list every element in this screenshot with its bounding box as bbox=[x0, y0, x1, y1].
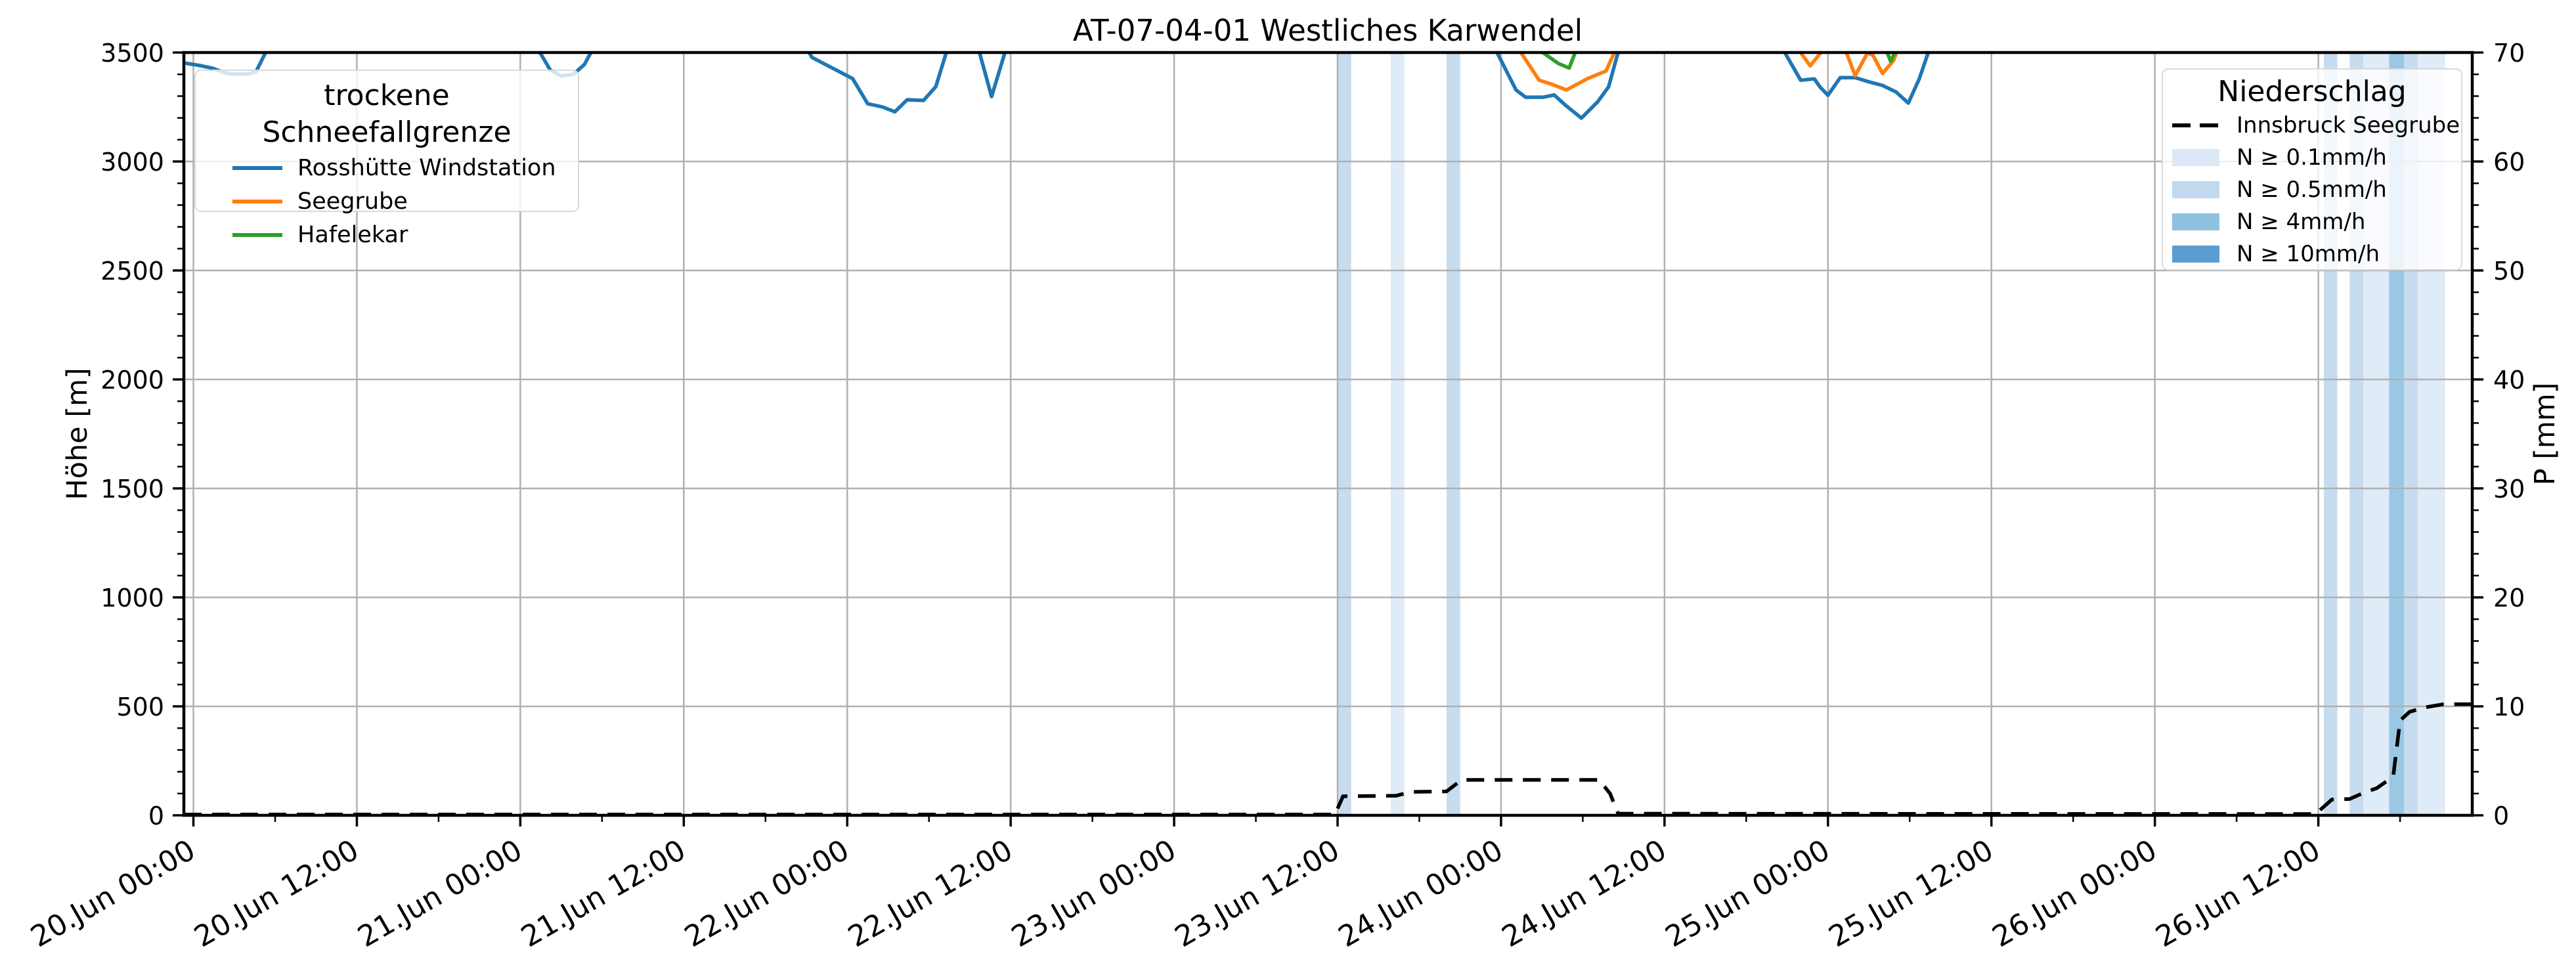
y-left-tick-label: 1500 bbox=[100, 475, 164, 504]
band-10-label: N ≥ 10mm/h bbox=[2237, 240, 2380, 267]
x-tick-label: 21.Jun 12:00 bbox=[515, 833, 691, 954]
legend-row-band-4: N ≥ 4mm/h bbox=[2163, 205, 2461, 238]
x-tick-label: 24.Jun 00:00 bbox=[1333, 833, 1509, 954]
y-right-tick-label: 60 bbox=[2493, 148, 2525, 177]
band-4-label: N ≥ 4mm/h bbox=[2237, 208, 2366, 235]
precip-sum-line bbox=[184, 702, 2472, 815]
y-right-tick-label: 70 bbox=[2493, 39, 2525, 68]
y-left-tick-label: 2000 bbox=[100, 366, 164, 395]
y-right-tick-label: 50 bbox=[2493, 257, 2525, 286]
rosshuette-label: Rosshütte Windstation bbox=[297, 154, 556, 181]
y-left-tick-label: 1000 bbox=[100, 584, 164, 612]
band-01-label: N ≥ 0.1mm/h bbox=[2237, 144, 2387, 171]
x-tick-label: 22.Jun 12:00 bbox=[842, 833, 1018, 954]
precip-band bbox=[1446, 53, 1460, 815]
legend-row-rosshuette: Rosshütte Windstation bbox=[196, 151, 578, 184]
band-05-swatch bbox=[2172, 181, 2219, 198]
innsbruck-seegrube-label: Innsbruck Seegrube bbox=[2237, 112, 2460, 139]
chart-title: AT-07-04-01 Westliches Karwendel bbox=[1072, 13, 1583, 48]
dashed-line-swatch bbox=[2172, 123, 2219, 127]
hafelekar-label: Hafelekar bbox=[297, 221, 408, 248]
legend-row-innsbruck-seegrube: Innsbruck Seegrube bbox=[2163, 109, 2461, 141]
y-left-tick-label: 2500 bbox=[100, 257, 164, 286]
y-right-tick-label: 20 bbox=[2493, 584, 2525, 612]
x-tick-label: 20.Jun 00:00 bbox=[25, 833, 201, 954]
snowline-legend-title: trockene Schneefallgrenze bbox=[262, 79, 512, 149]
legend-row-band-05: N ≥ 0.5mm/h bbox=[2163, 173, 2461, 205]
x-tick-label: 25.Jun 00:00 bbox=[1660, 833, 1836, 954]
y-right-tick-label: 40 bbox=[2493, 366, 2525, 395]
axes-spines bbox=[182, 51, 2474, 817]
x-tick-label: 22.Jun 00:00 bbox=[679, 833, 855, 954]
y-left-tick-label: 3000 bbox=[100, 148, 164, 177]
y-right-tick-label: 0 bbox=[2493, 802, 2509, 830]
x-tick-label: 25.Jun 12:00 bbox=[1823, 833, 1999, 954]
precip-band bbox=[1338, 53, 1351, 815]
x-tick-label: 20.Jun 12:00 bbox=[188, 833, 364, 954]
band-01-swatch bbox=[2172, 148, 2219, 166]
x-tick-label: 24.Jun 12:00 bbox=[1496, 833, 1672, 954]
precip-legend-title: Niederschlag bbox=[2217, 75, 2407, 108]
x-tick-label: 23.Jun 12:00 bbox=[1169, 833, 1345, 954]
precip-legend: Niederschlag Innsbruck Seegrube N ≥ 0.1m… bbox=[2162, 68, 2462, 270]
legend-row-band-01: N ≥ 0.1mm/h bbox=[2163, 141, 2461, 173]
seegrube-line-swatch bbox=[232, 199, 282, 204]
x-tick-label: 26.Jun 12:00 bbox=[2150, 833, 2326, 954]
y-left-tick-label: 0 bbox=[148, 802, 164, 830]
legend-row-hafelekar: Hafelekar bbox=[196, 218, 578, 251]
legend-row-seegrube: Seegrube bbox=[196, 184, 578, 218]
x-tick-label: 21.Jun 00:00 bbox=[352, 833, 528, 954]
ticks-layer bbox=[173, 51, 2483, 826]
y-left-axis-label: Höhe [m] bbox=[61, 368, 94, 500]
seegrube-label: Seegrube bbox=[297, 188, 408, 215]
band-05-label: N ≥ 0.5mm/h bbox=[2237, 176, 2387, 203]
y-left-tick-label: 500 bbox=[116, 693, 164, 721]
precip-band bbox=[1390, 53, 1405, 815]
y-right-tick-label: 30 bbox=[2493, 475, 2525, 504]
snowline-legend: trockene Schneefallgrenze Rosshütte Wind… bbox=[194, 70, 579, 248]
legend-row-band-10: N ≥ 10mm/h bbox=[2163, 238, 2461, 270]
rosshuette-line-swatch bbox=[232, 165, 282, 170]
band-10-swatch bbox=[2172, 245, 2219, 263]
x-tick-label: 26.Jun 00:00 bbox=[1987, 833, 2163, 954]
y-right-axis-label: P [mm] bbox=[2529, 382, 2562, 486]
y-right-tick-label: 10 bbox=[2493, 693, 2525, 721]
x-tick-label: 23.Jun 00:00 bbox=[1006, 833, 1182, 954]
series-hafelekar bbox=[1539, 53, 1897, 70]
y-left-tick-label: 3500 bbox=[100, 39, 164, 68]
band-4-swatch bbox=[2172, 213, 2219, 230]
hafelekar-line-swatch bbox=[232, 232, 282, 237]
